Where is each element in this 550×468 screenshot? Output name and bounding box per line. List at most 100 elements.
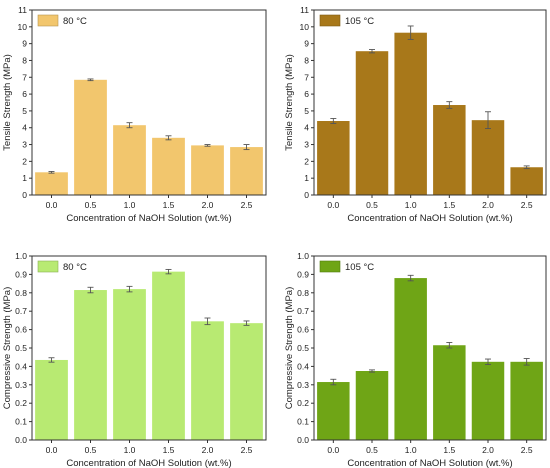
error-bar xyxy=(165,268,172,275)
bar xyxy=(35,172,68,195)
y-tick-label: 5 xyxy=(22,106,27,116)
x-tick-label: 1.5 xyxy=(443,200,455,210)
x-axis-title: Concentration of NaOH Solution (wt.%) xyxy=(66,458,231,468)
x-tick-label: 1.5 xyxy=(163,200,175,210)
y-tick-label: 9 xyxy=(22,39,27,49)
bar xyxy=(191,145,224,195)
x-tick-label: 2.5 xyxy=(241,445,253,455)
y-tick-label: 0.8 xyxy=(297,288,309,298)
y-tick-label: 1.0 xyxy=(15,251,27,261)
y-tick-label: 7 xyxy=(22,72,27,82)
y-tick-label: 0.4 xyxy=(297,361,309,371)
y-axis-title: Compressive Strength (MPa) xyxy=(284,287,295,409)
error-bar xyxy=(330,118,337,124)
bar xyxy=(394,32,427,196)
legend-label: 80 °C xyxy=(63,16,87,27)
y-tick-label: 8 xyxy=(22,55,27,65)
error-bar xyxy=(330,378,337,386)
bar xyxy=(394,278,427,440)
y-tick-label: 1 xyxy=(304,173,309,183)
y-tick-label: 0.2 xyxy=(15,398,27,408)
error-bar xyxy=(204,144,211,147)
y-tick-label: 0.2 xyxy=(297,398,309,408)
y-tick-label: 0.3 xyxy=(15,380,27,390)
error-bar xyxy=(204,317,211,326)
legend-label: 80 °C xyxy=(63,262,87,273)
x-tick-label: 0.0 xyxy=(46,445,58,455)
legend-label: 105 °C xyxy=(345,16,374,27)
y-tick-label: 10 xyxy=(300,22,310,32)
error-bar xyxy=(87,286,94,294)
x-axis-title: Concentration of NaOH Solution (wt.%) xyxy=(347,458,512,468)
y-tick-label: 1 xyxy=(22,173,27,183)
x-tick-label: 2.5 xyxy=(241,200,253,210)
x-tick-label: 0.0 xyxy=(327,200,339,210)
legend-swatch xyxy=(37,14,59,27)
y-tick-label: 5 xyxy=(304,106,309,116)
error-bar xyxy=(407,25,414,40)
y-tick-label: 0.7 xyxy=(297,306,309,316)
error-bar xyxy=(485,111,491,130)
bar xyxy=(471,361,505,440)
x-tick-label: 1.0 xyxy=(124,445,136,455)
bar xyxy=(35,359,68,440)
y-tick-label: 0.6 xyxy=(297,325,309,335)
bar xyxy=(191,321,224,440)
chart-panel-2: 0 1 2 3 4 5 6 7 8 9 10 11 0.0 0.5 1.0 1.5 2.0 2.5 Concentr… xyxy=(284,5,547,224)
y-tick-label: 0.9 xyxy=(297,269,309,279)
x-tick-label: 2.0 xyxy=(202,445,214,455)
y-tick-label: 9 xyxy=(304,39,309,49)
bar xyxy=(355,51,389,196)
legend-swatch xyxy=(37,260,59,273)
y-tick-label: 0 xyxy=(304,190,309,200)
error-bar xyxy=(523,165,530,170)
error-bar xyxy=(369,369,375,373)
y-tick-label: 2 xyxy=(304,156,309,166)
error-bar xyxy=(446,101,453,109)
y-tick-label: 0.6 xyxy=(15,325,27,335)
y-tick-label: 0.0 xyxy=(15,435,27,445)
x-tick-label: 1.5 xyxy=(163,445,175,455)
y-tick-label: 0 xyxy=(22,190,27,200)
chart-panel-3: 0.0 0.1 0.2 0.3 0.4 0.5 0.6 0.7 0.8 0.9 1.0 0.0 0.5 1… xyxy=(2,251,267,468)
y-tick-label: 2 xyxy=(22,156,27,166)
x-tick-label: 1.5 xyxy=(443,445,455,455)
bar xyxy=(510,361,543,440)
error-bar xyxy=(369,49,375,54)
bar xyxy=(433,105,466,195)
plot-frame xyxy=(313,9,547,196)
chart-panel-1: 0 1 2 3 4 5 6 7 8 9 10 11 0.0 0.5 1.0 1.5 2.0 2.5 Concentr… xyxy=(2,5,267,224)
y-axis-title: Tensile Strength (MPa) xyxy=(2,54,13,151)
error-bar xyxy=(126,285,133,293)
y-tick-label: 0.1 xyxy=(297,417,309,427)
bar xyxy=(510,167,543,195)
error-bar xyxy=(407,274,414,282)
legend: 105 °C xyxy=(319,260,374,273)
x-tick-label: 2.5 xyxy=(521,445,533,455)
y-axis-title: Tensile Strength (MPa) xyxy=(284,54,295,151)
error-bar xyxy=(243,144,250,151)
x-tick-label: 1.0 xyxy=(405,445,417,455)
bar xyxy=(74,290,107,440)
x-tick-label: 1.0 xyxy=(124,200,136,210)
y-axis-title: Compressive Strength (MPa) xyxy=(2,287,13,409)
error-bar xyxy=(523,358,530,366)
bar xyxy=(113,125,146,195)
x-tick-label: 0.0 xyxy=(46,200,58,210)
bar xyxy=(152,137,185,195)
chart-panel-4: 0.0 0.1 0.2 0.3 0.4 0.5 0.6 0.7 0.8 0.9 1.0 0.0 0.5 1… xyxy=(284,251,547,468)
legend-swatch xyxy=(319,14,341,27)
bar xyxy=(471,120,505,195)
x-tick-label: 2.0 xyxy=(482,445,494,455)
bar xyxy=(152,271,185,440)
plot-frame xyxy=(31,9,267,196)
x-axis-title: Concentration of NaOH Solution (wt.%) xyxy=(347,213,512,224)
y-tick-label: 0.1 xyxy=(15,417,27,427)
y-tick-label: 0.5 xyxy=(15,343,27,353)
legend: 105 °C xyxy=(319,14,374,27)
y-tick-label: 1.0 xyxy=(297,251,309,261)
x-tick-label: 0.5 xyxy=(366,200,378,210)
legend-swatch xyxy=(319,260,341,273)
x-tick-label: 2.5 xyxy=(521,200,533,210)
